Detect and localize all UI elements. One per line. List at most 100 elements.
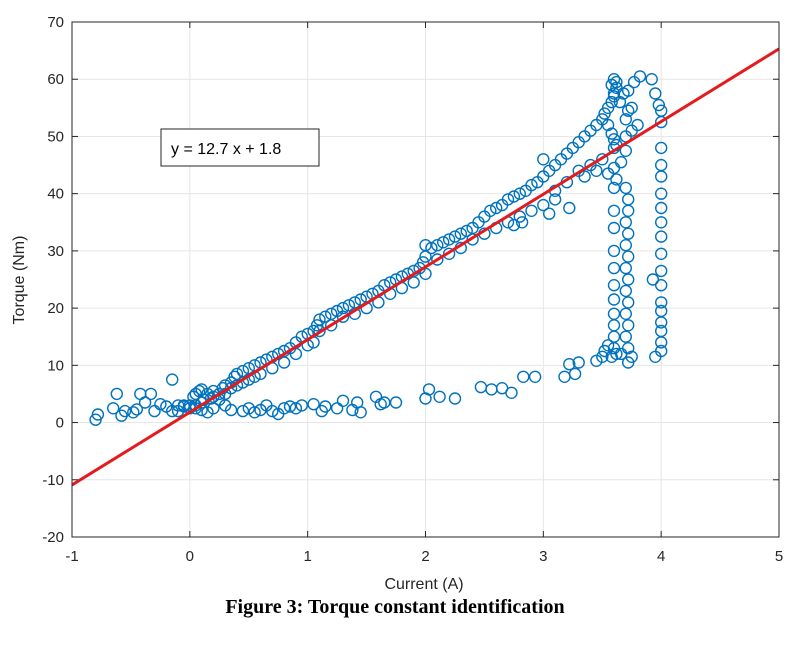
data-point <box>655 216 668 229</box>
data-point <box>622 319 635 332</box>
data-point <box>622 250 635 263</box>
data-point <box>248 406 261 419</box>
data-point <box>652 98 665 112</box>
data-point <box>289 402 303 415</box>
data-point <box>631 118 644 132</box>
data-point <box>655 170 668 183</box>
equation-text: y = 12.7 x + 1.8 <box>171 141 281 158</box>
data-point <box>165 373 179 386</box>
data-point <box>619 330 632 343</box>
data-point <box>307 398 320 411</box>
data-points <box>89 70 668 426</box>
equation-annotation: y = 12.7 x + 1.8 <box>160 128 320 167</box>
data-point <box>607 330 621 343</box>
x-tick-label: 0 <box>186 548 194 565</box>
data-point <box>195 383 208 396</box>
data-point <box>277 402 291 415</box>
data-point <box>336 301 350 315</box>
data-point <box>607 319 621 332</box>
data-point <box>484 204 497 218</box>
data-point <box>501 193 515 206</box>
data-point <box>590 164 603 178</box>
data-point <box>607 307 621 320</box>
x-tick-label: -1 <box>65 548 78 565</box>
data-point <box>224 382 238 395</box>
data-point <box>228 370 241 383</box>
data-point <box>490 201 503 215</box>
data-point <box>224 403 238 417</box>
data-point <box>622 104 635 117</box>
data-point <box>619 238 632 252</box>
data-point <box>614 347 628 361</box>
data-point <box>568 367 582 381</box>
data-point <box>563 358 576 371</box>
data-point <box>607 72 621 86</box>
data-point <box>138 396 152 409</box>
data-point <box>507 218 521 232</box>
data-point <box>548 193 562 206</box>
data-point <box>354 406 367 419</box>
data-point <box>619 181 632 195</box>
data-point <box>649 350 662 363</box>
data-point <box>106 402 120 415</box>
data-point <box>422 383 436 396</box>
data-point <box>645 72 658 86</box>
data-point <box>207 390 220 403</box>
data-point <box>537 153 550 166</box>
data-point <box>622 193 635 206</box>
data-point <box>513 210 526 223</box>
data-point <box>596 153 609 166</box>
data-point <box>601 339 615 352</box>
data-point <box>607 261 621 275</box>
data-point <box>655 316 668 329</box>
data-point <box>507 190 521 203</box>
data-point <box>91 408 105 421</box>
data-point <box>454 227 467 240</box>
data-point <box>607 161 621 175</box>
data-point <box>622 84 635 97</box>
data-point <box>655 247 668 261</box>
data-point <box>655 296 668 309</box>
data-point <box>177 399 191 412</box>
y-tick-label: 50 <box>47 128 64 145</box>
data-point <box>649 87 662 100</box>
fit-line-group <box>71 47 780 487</box>
data-point <box>613 95 627 109</box>
data-point <box>425 241 438 255</box>
data-point <box>431 238 444 252</box>
data-point <box>607 293 621 306</box>
data-point <box>466 233 479 246</box>
data-point <box>655 336 668 349</box>
data-point <box>605 95 618 109</box>
y-tick-label: 40 <box>47 186 64 203</box>
y-tick-label: 10 <box>47 357 64 374</box>
data-point <box>558 370 571 383</box>
x-tick-label: 4 <box>657 548 665 565</box>
data-point <box>625 101 638 115</box>
data-point <box>633 70 647 83</box>
data-point <box>619 113 632 126</box>
x-tick-label: 5 <box>775 548 783 565</box>
data-point <box>543 207 556 220</box>
data-point <box>622 204 635 218</box>
data-point <box>607 87 621 100</box>
y-tick-label: -10 <box>42 472 64 489</box>
y-tick-label: 0 <box>56 415 64 432</box>
data-point <box>537 198 550 212</box>
y-tick-label: 20 <box>47 300 64 317</box>
data-point <box>655 279 668 292</box>
y-axis-label: Torque (Nm) <box>11 236 28 325</box>
y-tick-label: 60 <box>47 71 64 88</box>
data-point <box>130 403 144 416</box>
data-point <box>607 279 621 292</box>
data-point <box>110 387 124 401</box>
data-point <box>118 404 132 418</box>
data-point <box>330 402 344 415</box>
data-point <box>513 187 526 200</box>
data-point <box>277 356 291 369</box>
data-point <box>607 133 621 146</box>
y-tick-label: 30 <box>47 243 64 260</box>
data-point <box>610 75 623 89</box>
data-point <box>622 227 635 240</box>
data-point <box>295 399 308 412</box>
